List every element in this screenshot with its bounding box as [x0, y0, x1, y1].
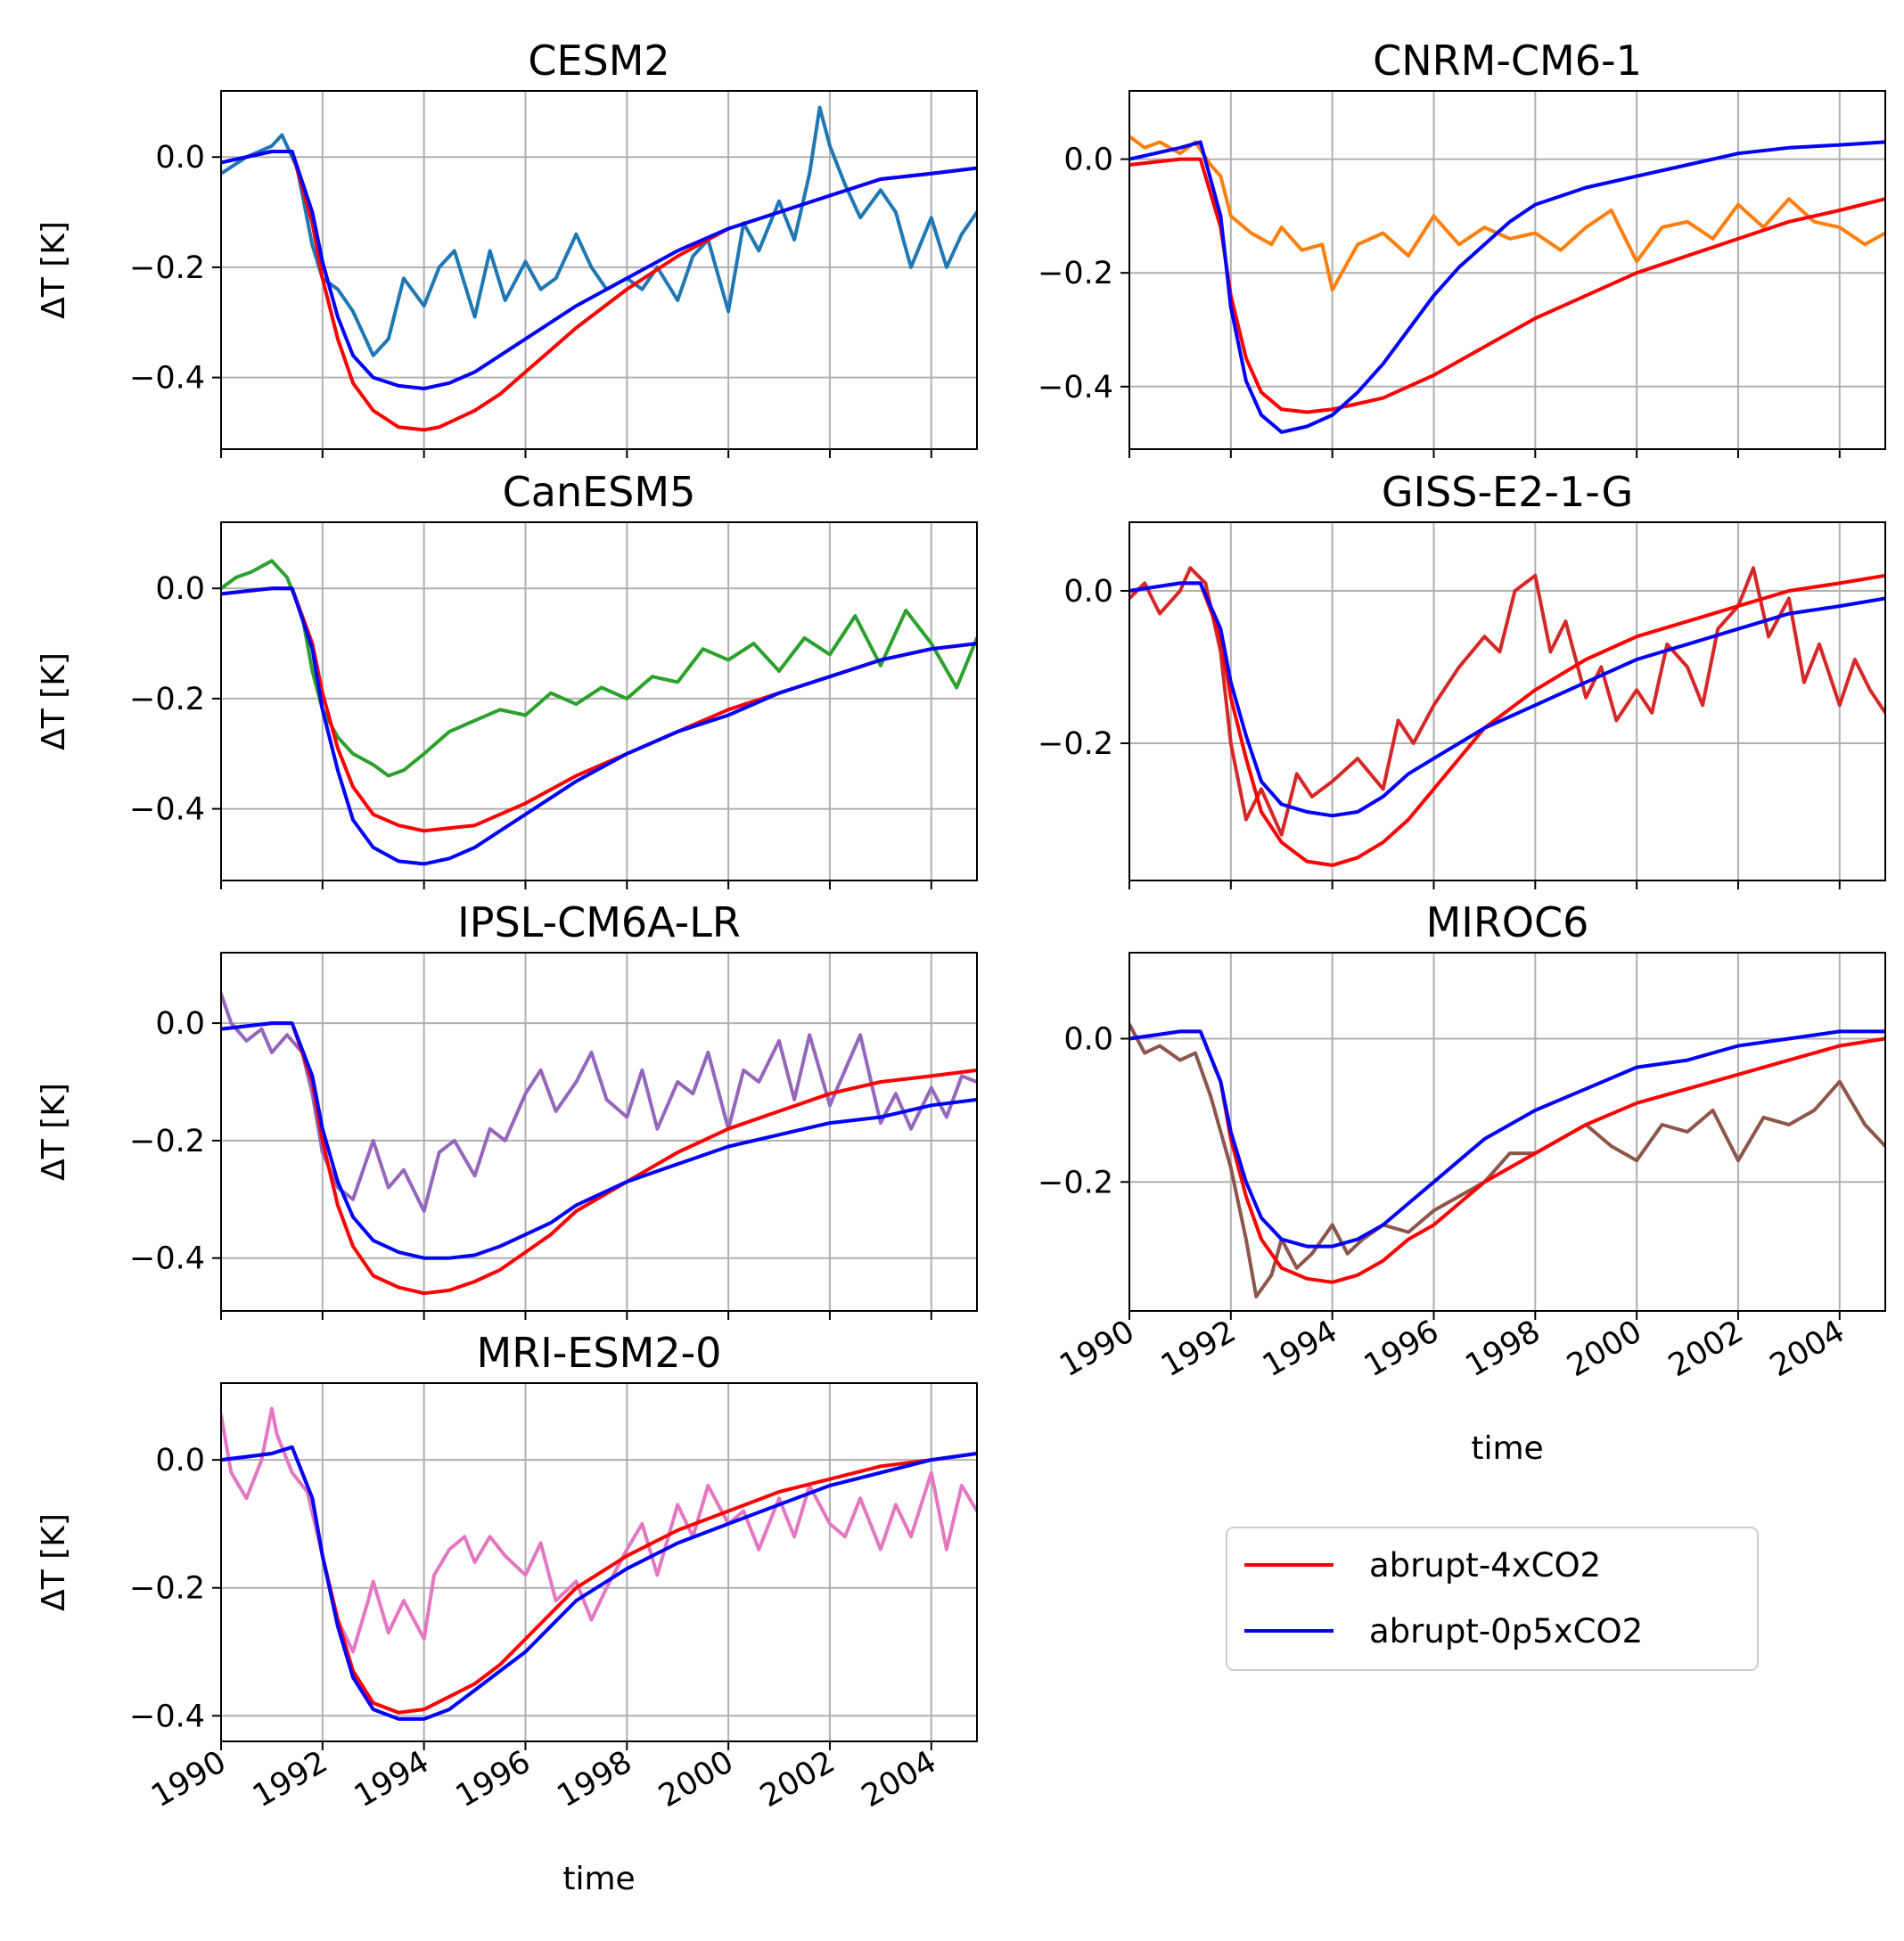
series-group — [221, 1406, 977, 1721]
series-group — [221, 105, 977, 432]
series-line-obs — [1129, 566, 1885, 837]
panel-title: GISS-E2-1-G — [1382, 468, 1633, 516]
x-tick-label: 1994 — [1257, 1314, 1343, 1384]
series-line-obs — [1129, 1022, 1885, 1298]
axes-frame — [220, 952, 978, 1312]
y-tick-label: −0.4 — [1038, 370, 1113, 405]
axes-frame — [1128, 90, 1886, 450]
axes-frame — [220, 521, 978, 881]
y-tick-label: 0.0 — [155, 140, 205, 176]
axes-frame — [1128, 952, 1886, 1312]
panel-cnrm-cm6-1: 0.0 −0.2 −0.4 CNRM-CM6-1 — [1038, 37, 1886, 458]
panel-title: CanESM5 — [503, 468, 696, 516]
axes-frame — [220, 1382, 978, 1742]
plot-area — [221, 522, 977, 880]
x-tick-label: 2002 — [754, 1744, 841, 1814]
x-tick-label: 2000 — [1561, 1314, 1647, 1384]
series-line-abrupt-0p5xco2 — [1129, 1029, 1885, 1249]
x-tick-label: 1990 — [1054, 1314, 1140, 1384]
legend-label-abrupt-0p5xco2: abrupt-0p5xCO2 — [1369, 1612, 1643, 1650]
y-tick-label: −0.4 — [129, 1699, 205, 1734]
series-group — [221, 992, 977, 1296]
panel-title: MIROC6 — [1426, 898, 1589, 946]
series-line-abrupt-4xco2 — [1129, 157, 1885, 414]
series-group — [1129, 566, 1885, 867]
series-line-abrupt-0p5xco2 — [221, 1021, 977, 1260]
y-tick-label: 0.0 — [1063, 143, 1113, 178]
y-tick-label: −0.2 — [129, 250, 205, 286]
x-tick-label: 1990 — [145, 1744, 232, 1814]
legend: abrupt-4xCO2 abrupt-0p5xCO2 — [1226, 1527, 1759, 1671]
y-tick-label: −0.2 — [129, 682, 205, 717]
axes-frame — [220, 90, 978, 450]
panel-ipsl-cm6a-lr: 0.0 −0.2 −0.4 IPSL-CM6A-LR ΔT [K] — [36, 898, 978, 1320]
plot-area — [221, 1383, 977, 1741]
y-tick-label: 0.0 — [155, 1006, 205, 1042]
y-axis-label: ΔT [K] — [36, 652, 72, 750]
panel-title: CNRM-CM6-1 — [1373, 37, 1642, 85]
plot-area — [221, 91, 977, 449]
series-line-abrupt-0p5xco2 — [221, 586, 977, 866]
series-group — [1129, 135, 1885, 434]
x-tick-label: 1996 — [1358, 1314, 1445, 1384]
panel-title: IPSL-CM6A-LR — [457, 898, 741, 946]
y-tick-label: 0.0 — [155, 1443, 205, 1478]
x-tick-label: 1998 — [1460, 1314, 1547, 1384]
panel-giss-e2-1-g: 0.0 −0.2 GISS-E2-1-G — [1038, 468, 1886, 889]
series-line-obs — [1129, 135, 1885, 292]
y-axis-label: ΔT [K] — [36, 221, 72, 319]
y-tick-label: −0.4 — [129, 792, 205, 828]
x-tick-label: 2002 — [1662, 1314, 1749, 1384]
x-tick-label: 1992 — [247, 1744, 333, 1814]
series-group — [221, 559, 977, 866]
plot-area — [221, 953, 977, 1311]
plot-area — [1129, 522, 1885, 880]
panel-cesm2: 0.0 −0.2 −0.4 CESM2 ΔT [K] — [36, 37, 978, 458]
x-tick-label: 1992 — [1155, 1314, 1242, 1384]
x-tick-label: 2004 — [856, 1744, 942, 1814]
y-tick-label: 0.0 — [1063, 574, 1113, 610]
x-tick-label: 1998 — [552, 1744, 638, 1814]
series-line-abrupt-0p5xco2 — [1129, 140, 1885, 434]
plot-area — [1129, 953, 1885, 1311]
x-tick-label: 1996 — [450, 1744, 537, 1814]
x-axis-label: time — [1471, 1430, 1543, 1467]
panel-title: CESM2 — [528, 37, 669, 85]
y-tick-label: −0.2 — [1038, 256, 1113, 291]
y-tick-label: 0.0 — [155, 571, 205, 607]
panel-canesm5: 0.0 −0.2 −0.4 CanESM5 ΔT [K] — [36, 468, 978, 889]
y-tick-label: −0.2 — [129, 1124, 205, 1159]
series-line-abrupt-0p5xco2 — [221, 1445, 977, 1721]
x-axis-label: time — [562, 1861, 635, 1897]
y-tick-label: −0.2 — [1038, 726, 1113, 762]
series-line-obs — [221, 992, 977, 1213]
panel-title: MRI-ESM2-0 — [477, 1329, 722, 1377]
plot-area — [1129, 91, 1885, 449]
x-tick-label: 2004 — [1764, 1314, 1851, 1384]
series-line-abrupt-0p5xco2 — [221, 150, 977, 390]
legend-label-abrupt-4xco2: abrupt-4xCO2 — [1369, 1546, 1601, 1585]
series-line-obs — [221, 559, 977, 778]
y-tick-label: −0.4 — [129, 361, 205, 397]
series-group — [1129, 1022, 1885, 1298]
x-tick-label: 1994 — [349, 1744, 435, 1814]
y-tick-label: 0.0 — [1063, 1021, 1113, 1057]
y-tick-label: −0.2 — [129, 1571, 205, 1607]
x-tick-label: 2000 — [652, 1744, 739, 1814]
legend-box — [1226, 1527, 1759, 1671]
panel-mri-esm2-0: 1990 1992 1994 1996 1998 2000 2002 2004 0.0 −0.2 −… — [36, 1329, 978, 1897]
y-tick-label: −0.4 — [129, 1241, 205, 1277]
panel-miroc6: 1990 1992 1994 1996 1998 2000 2002 2004 0.0 −0.2 M… — [1038, 898, 1886, 1467]
y-axis-label: ΔT [K] — [36, 1513, 72, 1611]
series-line-abrupt-0p5xco2 — [1129, 581, 1885, 818]
axes-frame — [1128, 521, 1886, 881]
y-tick-label: −0.2 — [1038, 1165, 1113, 1200]
y-axis-label: ΔT [K] — [36, 1083, 72, 1181]
